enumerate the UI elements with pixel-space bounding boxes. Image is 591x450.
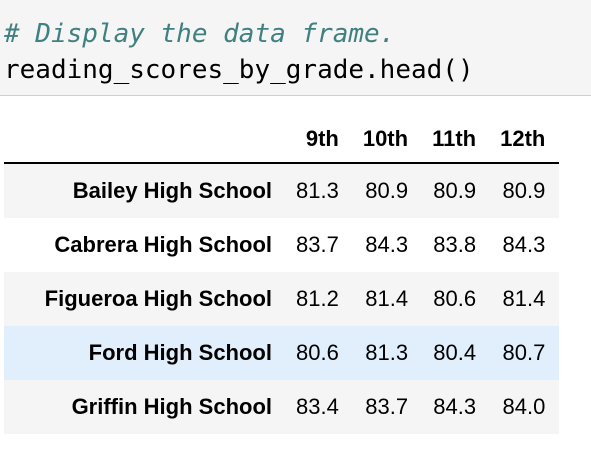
table-cell: 80.7 [502, 340, 546, 365]
table-cell: 84.3 [365, 232, 409, 257]
row-index: Ford High School [88, 340, 272, 365]
row-index: Figueroa High School [44, 286, 272, 311]
table-cell: 80.6 [433, 286, 477, 311]
row-index: Cabrera High School [54, 232, 272, 257]
table-row: Bailey High School 81.3 80.9 80.9 80.9 [4, 163, 560, 218]
table-cell: 81.4 [502, 286, 546, 311]
code-cell[interactable]: # Display the data frame. reading_scores… [0, 0, 591, 96]
table-cell: 81.4 [365, 286, 409, 311]
table-row: Griffin High School 83.4 83.7 84.3 84.0 [4, 380, 560, 434]
table-cell: 84.3 [433, 394, 477, 419]
column-header: 11th [422, 116, 491, 164]
table-cell: 80.9 [365, 178, 409, 203]
table-row: Ford High School 80.6 81.3 80.4 80.7 [4, 326, 560, 380]
output-area: 9th 10th 11th 12th Bailey High School 81… [4, 116, 560, 434]
table-cell: 80.9 [502, 178, 546, 203]
column-header: 12th [490, 116, 560, 164]
row-index: Griffin High School [71, 394, 272, 419]
table-cell: 81.2 [296, 286, 339, 311]
table-cell: 83.7 [296, 232, 339, 257]
column-header: 9th [286, 116, 353, 164]
table-cell: 83.4 [296, 394, 339, 419]
dataframe-table: 9th 10th 11th 12th Bailey High School 81… [4, 116, 560, 434]
table-row: Figueroa High School 81.2 81.4 80.6 81.4 [4, 272, 560, 326]
table-cell: 80.4 [433, 340, 477, 365]
table-cell: 81.3 [365, 340, 409, 365]
code-comment: # Display the data frame. [4, 19, 396, 49]
table-cell: 83.8 [433, 232, 477, 257]
table-cell: 81.3 [296, 178, 339, 203]
table-cell: 84.0 [502, 394, 546, 419]
table-cell: 83.7 [365, 394, 409, 419]
row-index: Bailey High School [72, 178, 272, 203]
index-header [4, 116, 286, 164]
table-cell: 84.3 [502, 232, 546, 257]
code-statement: reading_scores_by_grade.head() [4, 55, 474, 85]
table-row: Cabrera High School 83.7 84.3 83.8 84.3 [4, 218, 560, 272]
table-header-row: 9th 10th 11th 12th [4, 116, 560, 164]
table-cell: 80.9 [433, 178, 477, 203]
column-header: 10th [352, 116, 423, 164]
table-cell: 80.6 [296, 340, 339, 365]
